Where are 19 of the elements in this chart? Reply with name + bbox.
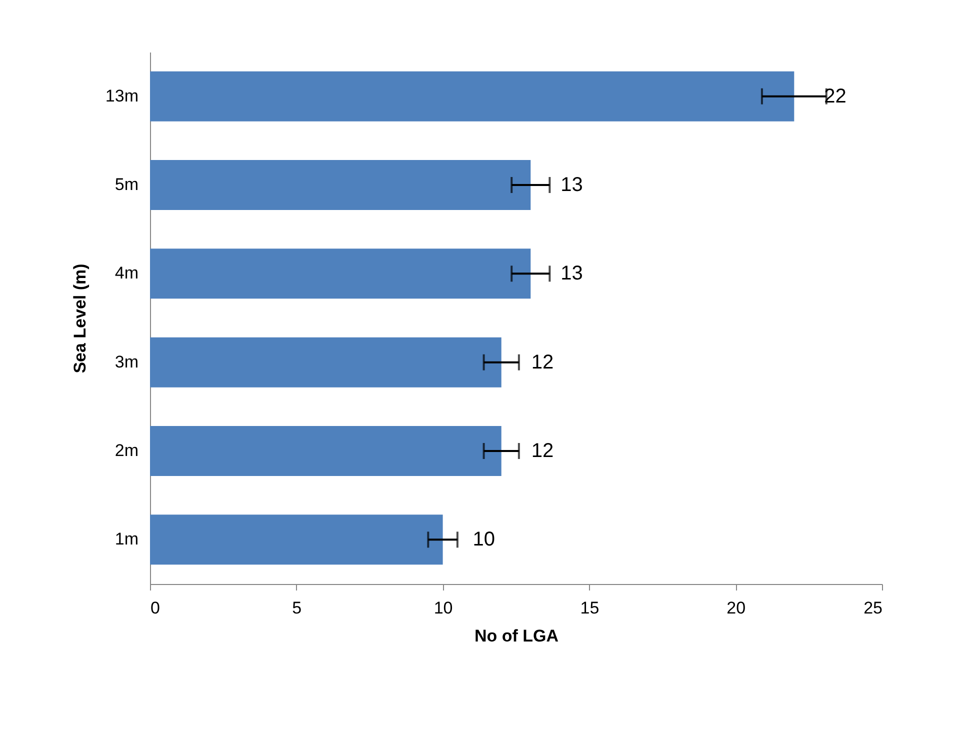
data-label: 12 (531, 440, 554, 462)
y-tick-label: 1m (114, 530, 138, 549)
y-tick-label: 2m (114, 441, 138, 460)
x-tick-label: 20 (726, 598, 746, 618)
data-label: 12 (531, 351, 554, 374)
x-tick-label: 25 (864, 598, 882, 618)
data-label: 13 (560, 262, 583, 285)
y-axis-title: Sea Level (m) (70, 264, 90, 374)
y-tick-label: 3m (114, 352, 138, 372)
data-label: 10 (472, 528, 496, 551)
x-axis-title: No of LGA (474, 626, 559, 646)
x-tick-label: 0 (150, 598, 160, 618)
y-tick-label: 5m (114, 175, 138, 194)
data-label: 13 (560, 174, 583, 196)
y-tick-label: 13m (105, 86, 138, 106)
x-tick-label: 5 (292, 598, 302, 618)
y-tick-label: 4m (114, 264, 138, 283)
x-tick-label: 10 (434, 598, 453, 618)
x-tick-label: 15 (580, 598, 600, 618)
